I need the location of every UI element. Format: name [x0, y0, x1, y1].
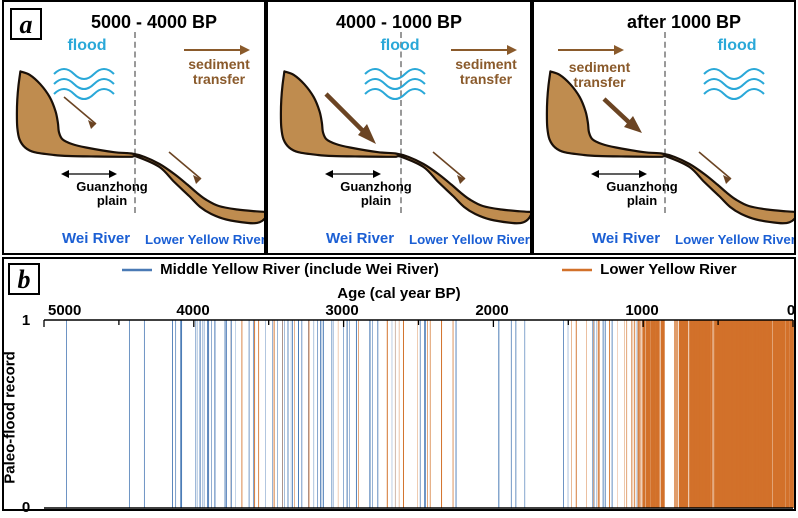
svg-text:1: 1: [22, 312, 30, 329]
svg-text:4000: 4000: [176, 302, 209, 319]
svg-text:5000: 5000: [48, 302, 81, 319]
svg-text:0: 0: [787, 302, 795, 319]
svg-text:1000: 1000: [625, 302, 658, 319]
svg-text:2000: 2000: [475, 302, 508, 319]
svg-text:3000: 3000: [325, 302, 358, 319]
svg-text:0: 0: [22, 499, 30, 513]
